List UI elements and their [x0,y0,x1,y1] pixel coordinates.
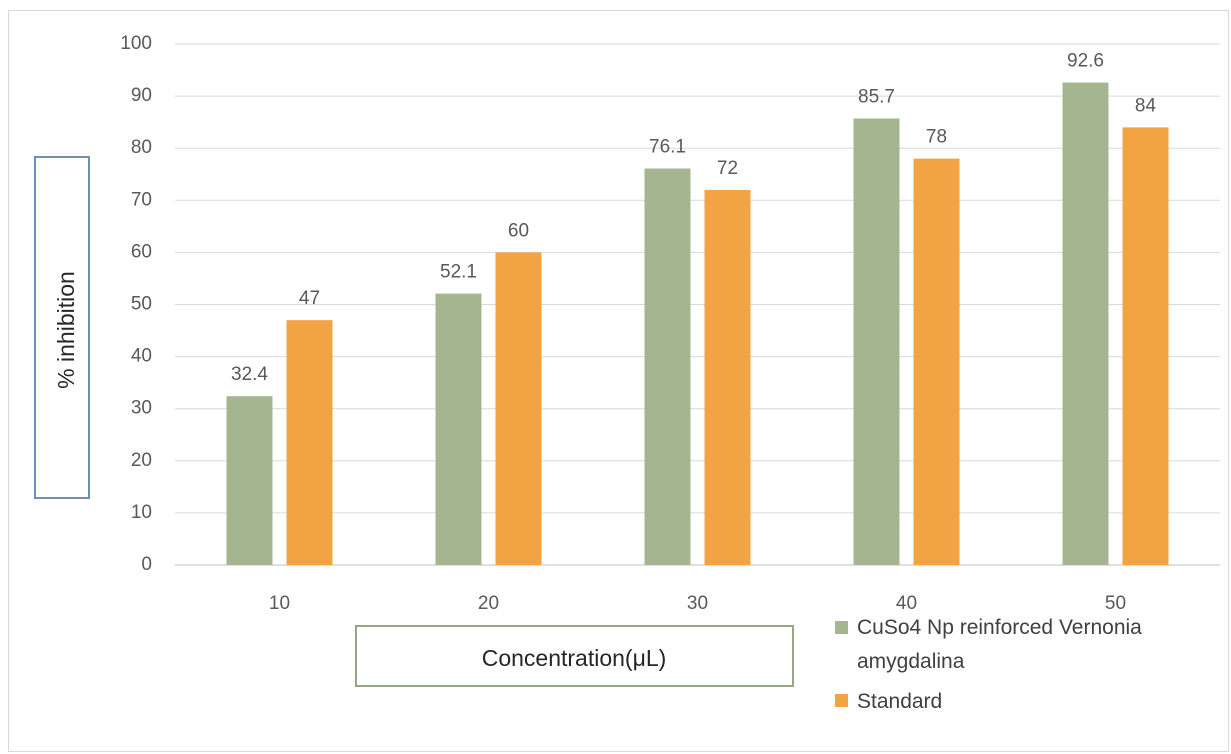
data-label: 52.1 [440,262,477,283]
y-axis-title-box [34,156,90,499]
x-axis-title: Concentration(μL) [482,645,667,671]
legend-label-series-1-line2: amygdalina [857,650,965,673]
bar-series-2-20 [495,252,542,565]
y-tick-label: 80 [131,137,152,158]
data-label: 72 [717,158,738,179]
bar-series-1-20 [435,293,482,565]
data-label: 76.1 [649,137,686,158]
y-axis-title: % inhibition [53,271,79,389]
y-tick-label: 60 [131,241,152,262]
y-axis-ticks: 0 10 20 30 40 50 60 70 80 90 100 [120,33,152,575]
data-labels: 32.4 47 52.1 60 76.1 72 85.7 78 92.6 84 [231,51,1156,386]
bar-series-2-10 [286,320,333,565]
x-tick-label: 30 [687,593,708,614]
y-tick-label: 50 [131,294,152,315]
data-label: 47 [299,288,320,309]
y-tick-label: 40 [131,346,152,367]
x-tick-label: 10 [269,593,290,614]
legend-swatch-series-2 [835,694,848,707]
data-label: 85.7 [858,87,895,108]
legend-label-series-1-line1: CuSo4 Np reinforced Vernonia [857,616,1142,639]
y-tick-label: 20 [131,450,152,471]
data-label: 32.4 [231,364,268,385]
legend-swatch-series-1 [835,621,848,634]
y-tick-label: 70 [131,189,152,210]
bar-series-2-30 [704,189,751,565]
bar-series-2-50 [1122,127,1169,566]
data-label: 78 [926,127,947,148]
y-tick-label: 30 [131,398,152,419]
legend-label-series-2: Standard [857,690,942,713]
bar-series-1-10 [226,396,273,565]
y-tick-label: 10 [131,502,152,523]
x-tick-label: 50 [1105,593,1126,614]
legend: CuSo4 Np reinforced Vernonia amygdalina … [835,616,1142,713]
gridlines [175,43,1220,566]
bar-series-1-40 [853,118,900,566]
x-axis-ticks: 10 20 30 40 50 [269,593,1126,614]
data-label: 60 [508,220,529,241]
x-tick-label: 20 [478,593,499,614]
y-tick-label: 90 [131,85,152,106]
data-label: 84 [1135,95,1157,116]
bars [226,82,1169,566]
data-label: 92.6 [1067,51,1104,72]
bar-series-1-30 [644,168,691,566]
bar-series-1-50 [1062,82,1109,565]
x-axis-title-box [355,625,794,687]
x-tick-label: 40 [896,593,917,614]
bar-series-2-40 [913,158,960,565]
y-tick-label: 0 [141,554,152,575]
y-tick-label: 100 [120,33,152,54]
